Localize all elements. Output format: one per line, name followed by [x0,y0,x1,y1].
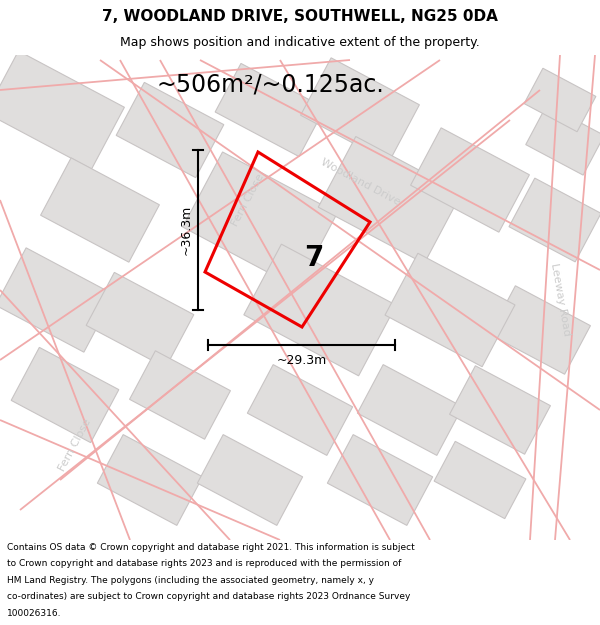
Polygon shape [301,58,419,162]
Polygon shape [86,272,194,368]
Text: Fern Close: Fern Close [230,172,266,228]
Polygon shape [526,105,600,175]
Text: HM Land Registry. The polygons (including the associated geometry, namely x, y: HM Land Registry. The polygons (includin… [7,576,374,585]
Text: Woodland Drive: Woodland Drive [319,157,401,208]
Polygon shape [130,351,230,439]
Polygon shape [97,434,203,526]
Polygon shape [41,158,160,262]
Text: ~36.3m: ~36.3m [179,205,193,255]
Polygon shape [244,244,396,376]
Text: co-ordinates) are subject to Crown copyright and database rights 2023 Ordnance S: co-ordinates) are subject to Crown copyr… [7,592,410,601]
Polygon shape [11,348,119,442]
Text: 7: 7 [304,244,323,272]
Polygon shape [197,434,302,526]
Polygon shape [385,253,515,367]
Polygon shape [490,286,590,374]
Text: ~29.3m: ~29.3m [277,354,326,367]
Polygon shape [0,248,115,352]
Text: ~506m²/~0.125ac.: ~506m²/~0.125ac. [156,73,384,97]
Text: 7, WOODLAND DRIVE, SOUTHWELL, NG25 0DA: 7, WOODLAND DRIVE, SOUTHWELL, NG25 0DA [102,9,498,24]
Polygon shape [215,63,325,157]
Polygon shape [318,136,462,264]
Polygon shape [410,128,529,232]
Polygon shape [524,68,596,132]
Polygon shape [116,82,224,178]
Text: Map shows position and indicative extent of the property.: Map shows position and indicative extent… [120,36,480,49]
Polygon shape [182,152,337,288]
Polygon shape [0,51,124,169]
Polygon shape [358,364,463,456]
Polygon shape [247,364,353,456]
Text: Leeway Road: Leeway Road [548,262,571,338]
Text: Fern Close: Fern Close [57,417,93,473]
Polygon shape [434,441,526,519]
Text: 100026316.: 100026316. [7,609,62,618]
Polygon shape [449,366,550,454]
Polygon shape [328,434,433,526]
Text: Contains OS data © Crown copyright and database right 2021. This information is : Contains OS data © Crown copyright and d… [7,542,415,551]
Text: to Crown copyright and database rights 2023 and is reproduced with the permissio: to Crown copyright and database rights 2… [7,559,401,568]
Polygon shape [509,178,600,262]
